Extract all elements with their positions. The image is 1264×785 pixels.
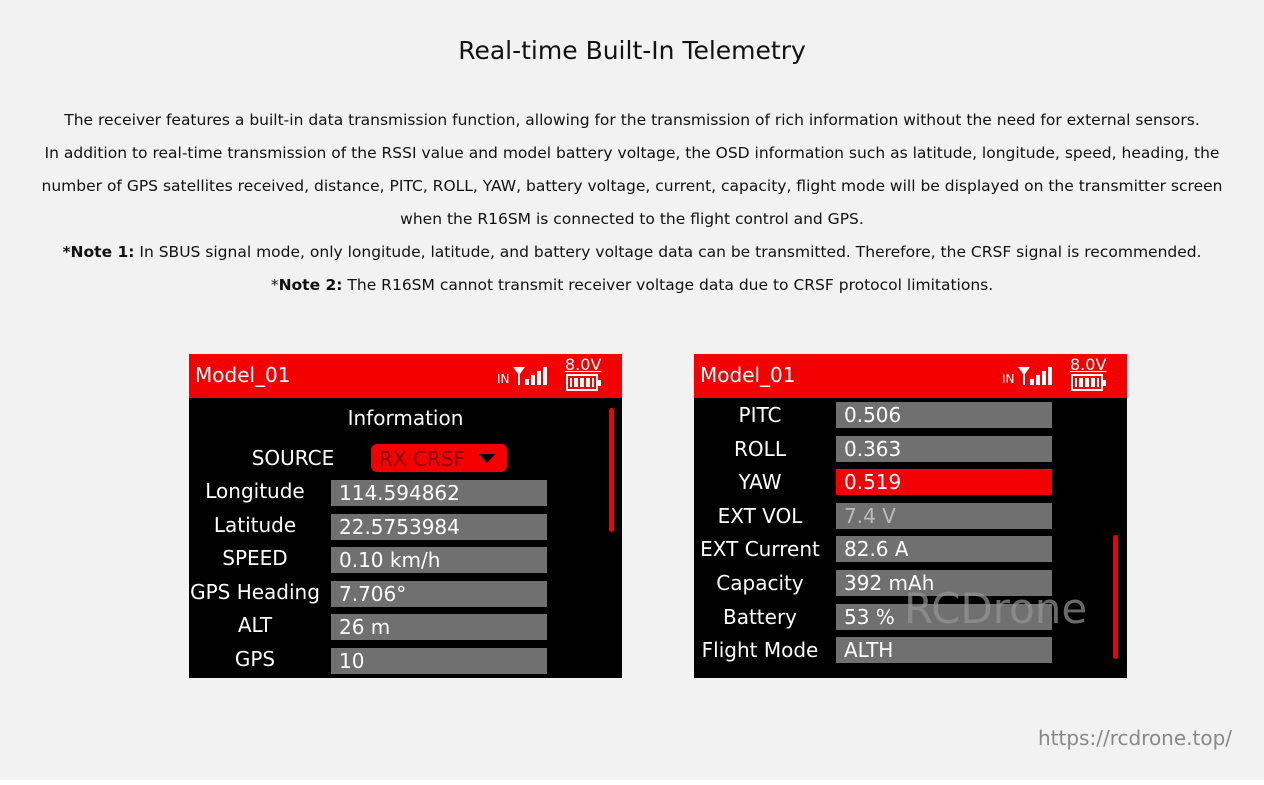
note-2-text: The R16SM cannot transmit receiver volta…	[342, 276, 994, 294]
row-value[interactable]: 82.6 A	[836, 536, 1052, 563]
screen-heading: Information	[347, 406, 464, 430]
battery-icon	[566, 374, 601, 391]
row-label: Battery	[722, 604, 798, 629]
note-2-label: Note 2:	[278, 276, 343, 294]
row-label: Flight Mode	[701, 638, 819, 663]
source-value: RX CRSF	[379, 447, 466, 471]
source-dropdown[interactable]: RX CRSF	[371, 444, 507, 472]
page-title: Real-time Built-In Telemetry	[458, 36, 806, 65]
row-label: PITC	[738, 403, 782, 427]
row-value[interactable]: 0.363	[836, 435, 1052, 462]
row-label: SPEED	[222, 546, 288, 571]
watermark: RCDrone	[904, 584, 1088, 633]
row-label: Longitude	[205, 479, 305, 503]
screen-header: Model_01 IN 8.0V	[189, 354, 622, 398]
row-label: Capacity	[716, 571, 804, 595]
row-value: 10	[331, 648, 547, 674]
row-label: YAW	[738, 470, 782, 495]
dropdown-arrow-icon	[479, 454, 495, 463]
voltage-readout: 8.0V	[1070, 355, 1107, 374]
row-value: 22.5753984	[331, 513, 547, 540]
row-label: ROLL	[734, 436, 786, 461]
scrollbar[interactable]	[1113, 535, 1118, 659]
signal-prefix: IN	[497, 372, 510, 386]
row-value[interactable]: ALTH	[836, 637, 1052, 664]
row-value: 114.594862	[331, 480, 547, 506]
website-url: https://rcdrone.top/	[1038, 726, 1233, 750]
row-label: GPS Heading	[190, 579, 320, 604]
row-label: Latitude	[213, 512, 297, 537]
row-value: 0.10 km/h	[331, 547, 547, 574]
signal-icon: IN	[497, 367, 547, 386]
note-1-label: *Note 1:	[62, 243, 135, 261]
row-value-selected[interactable]: 0.519	[836, 469, 1052, 496]
row-label: GPS	[234, 647, 276, 671]
voltage-readout: 8.0V	[565, 355, 602, 374]
model-name: Model_01	[195, 363, 291, 387]
row-value[interactable]: 53 %	[836, 603, 1052, 630]
signal-icon: IN	[1002, 367, 1052, 386]
screen-telemetry: Model_01 IN 8.0V PITC 0.506 ROLL 0.363 YAW…	[694, 354, 1127, 678]
screen-header: Model_01 IN 8.0V	[694, 354, 1127, 398]
note-2-prefix: *	[270, 276, 279, 294]
model-name: Model_01	[700, 363, 796, 387]
note-1: *Note 1: In SBUS signal mode, only longi…	[40, 236, 1224, 269]
row-value: 7.706°	[331, 580, 547, 607]
row-label: EXT VOL	[717, 503, 803, 528]
screen-information: Model_01 IN 8.0V Information SOURCE RX C…	[189, 354, 622, 678]
row-value: 26 m	[331, 614, 547, 641]
row-value[interactable]: 0.506	[836, 402, 1052, 428]
row-label: ALT	[237, 613, 273, 638]
paragraph-1: The receiver features a built-in data tr…	[64, 111, 1200, 129]
row-value[interactable]: 7.4 V	[836, 502, 1052, 529]
scrollbar[interactable]	[609, 408, 614, 532]
signal-prefix: IN	[1002, 372, 1015, 386]
row-value[interactable]: 392 mAh	[836, 570, 1052, 596]
paragraph-2: In addition to real-time transmission of…	[41, 144, 1223, 228]
note-1-text: In SBUS signal mode, only longitude, lat…	[134, 243, 1202, 261]
source-label: SOURCE	[251, 446, 335, 470]
battery-icon	[1071, 374, 1106, 391]
note-2: *Note 2: The R16SM cannot transmit recei…	[40, 269, 1224, 302]
description: The receiver features a built-in data tr…	[40, 104, 1224, 302]
row-label: EXT Current	[700, 537, 820, 562]
